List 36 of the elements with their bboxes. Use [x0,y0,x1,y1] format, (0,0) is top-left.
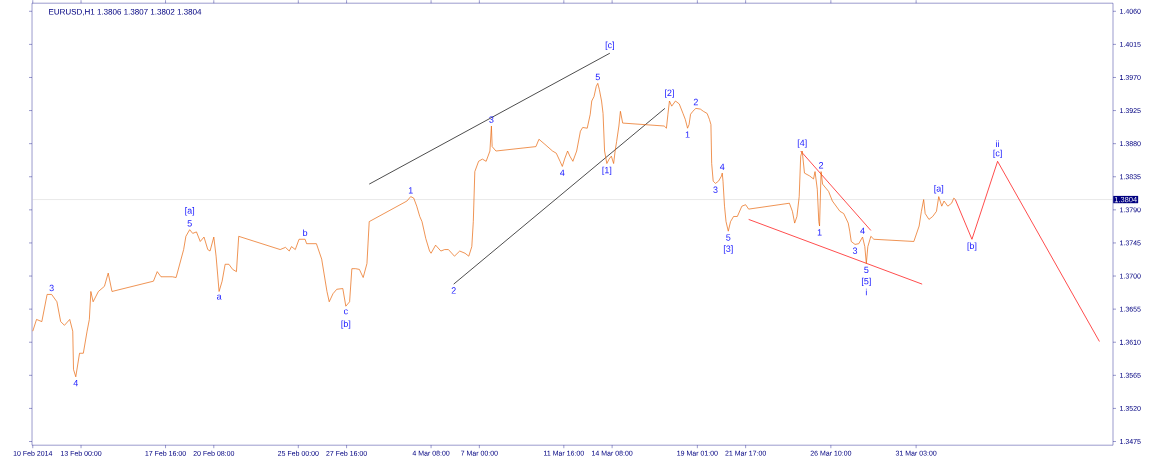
annotation: c [343,309,348,315]
annotation: 5 [595,73,600,81]
annotation: [4] [797,139,807,148]
annotation: 3 [713,186,718,193]
annotation: 5 [864,266,869,273]
annotation: [5] [861,277,871,287]
annotation: 5 [726,234,731,241]
annotation: ii [996,140,999,148]
annotation: [c] [605,41,614,50]
annotation: 1 [817,229,822,236]
annotation: 3 [852,247,858,254]
annotation: a [216,294,222,300]
annotation: 4 [860,227,865,234]
annotation: 2 [451,287,456,294]
annotation: [3] [723,245,733,254]
annotation: [a] [934,184,944,194]
annotation: 4 [560,169,565,176]
annotation: 2 [693,98,698,106]
annotation: 2 [819,162,824,169]
annotation: [1] [602,166,612,176]
annotation: [c] [993,149,1002,159]
annotation: b [303,229,308,236]
annotation: [2] [665,89,674,98]
annotation: 1 [685,131,690,138]
annotation: 5 [187,220,192,227]
annotation: 1 [408,187,413,194]
annotation: 3 [489,116,494,123]
annotation: [a] [185,207,195,216]
annotation: 3 [49,284,54,292]
annotation: [b] [341,320,351,329]
annotation: i [865,288,867,296]
text: EURUSD,H1 1.3806 1.3807 1.3802 1.3804 [49,8,202,16]
line-series [954,160,1100,342]
annotation: 4 [719,163,725,170]
annotation: [b] [967,242,977,251]
annotation: 4 [73,379,78,387]
